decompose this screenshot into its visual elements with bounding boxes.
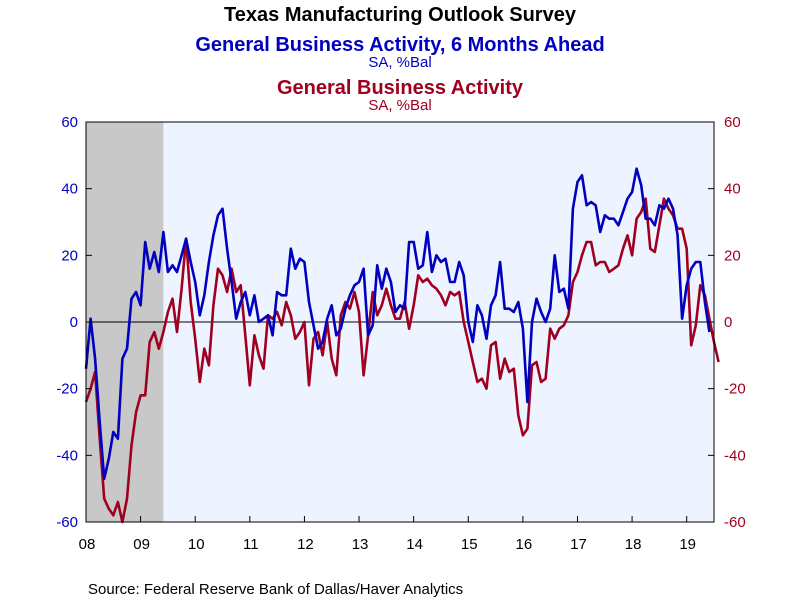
y-left-tick-label: -20	[56, 381, 78, 398]
y-right-tick-label: 60	[724, 114, 741, 131]
x-tick-label: 11	[243, 536, 259, 553]
x-tick-label: 10	[188, 536, 205, 553]
y-right-tick-label: -60	[724, 514, 746, 531]
y-left-tick-label: -60	[56, 514, 78, 531]
chart-title: Texas Manufacturing Outlook Survey	[224, 4, 577, 26]
series1-units: SA, %Bal	[368, 54, 431, 71]
y-right-tick-label: 0	[724, 314, 732, 331]
y-left-tick-label: 20	[61, 247, 78, 264]
axes: -60 -60 -40 -40 -20 -20 0 0 20 20 40 40 60 60 08 09 10 11…	[56, 114, 745, 553]
x-tick-label: 14	[406, 536, 423, 553]
x-tick-label: 13	[352, 536, 369, 553]
x-tick-label: 08	[79, 536, 96, 553]
y-left-tick-label: 40	[61, 181, 78, 198]
y-left-tick-label: 60	[61, 114, 78, 131]
series-line-6-months-ahead	[84, 167, 711, 481]
y-right-tick-label: 40	[724, 181, 741, 198]
series1-title: General Business Activity, 6 Months Ahea…	[195, 34, 604, 56]
x-tick-label: 15	[461, 536, 478, 553]
series-lines	[84, 167, 720, 524]
x-tick-label: 12	[297, 536, 314, 553]
series-line-general-business-activity	[84, 197, 720, 524]
x-tick-label: 19	[679, 536, 696, 553]
y-left-tick-label: -40	[56, 447, 78, 464]
y-right-tick-label: -20	[724, 381, 746, 398]
y-left-tick-label: 0	[70, 314, 78, 331]
source-note: Source: Federal Reserve Bank of Dallas/H…	[88, 581, 463, 598]
plot-border	[85, 121, 715, 523]
series2-units: SA, %Bal	[368, 97, 431, 114]
x-tick-label: 18	[625, 536, 642, 553]
x-tick-label: 09	[133, 536, 150, 553]
x-tick-label: 16	[516, 536, 533, 553]
x-tick-label: 17	[570, 536, 587, 553]
y-right-tick-label: -40	[724, 447, 746, 464]
series2-title: General Business Activity	[277, 77, 524, 99]
y-right-tick-label: 20	[724, 247, 741, 264]
